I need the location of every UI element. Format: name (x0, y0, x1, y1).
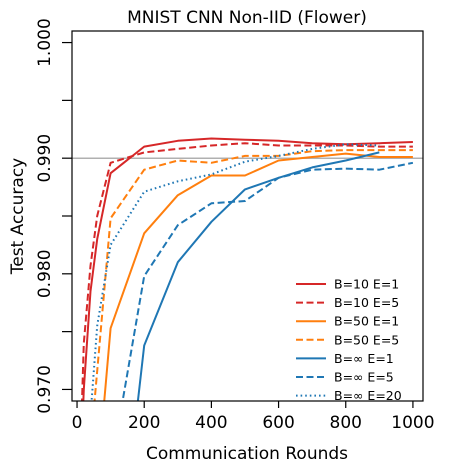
legend: B=10 E=1 B=10 E=5 B=50 E=1 B=50 E=5 B=∞ E=1 B… (296, 277, 402, 403)
series-line-3 (103, 152, 413, 401)
series-line-1 (82, 137, 413, 401)
x-tick-label: 800 (330, 413, 362, 433)
x-axis-label: Communication Rounds (146, 444, 348, 464)
x-tick-label: 400 (195, 413, 227, 433)
x-axis: 0 200 400 600 800 1000 (72, 401, 435, 433)
series-line-2 (81, 142, 413, 401)
legend-label-6: B=∞ E=5 (334, 370, 394, 385)
y-axis-label: Test Accuracy (8, 158, 28, 276)
plot-area (72, 137, 423, 401)
legend-label-7: B=∞ E=20 (334, 388, 402, 403)
x-tick-label: 600 (262, 413, 294, 433)
series-group (72, 137, 423, 401)
chart-title: MNIST CNN Non-IID (Flower) (127, 8, 367, 28)
legend-label-4: B=50 E=5 (334, 332, 399, 347)
x-tick-label: 200 (128, 413, 160, 433)
x-tick-label: 1000 (391, 413, 434, 433)
legend-label-2: B=10 E=5 (334, 295, 399, 310)
y-tick-label: 1.000 (35, 18, 55, 67)
legend-label-3: B=50 E=1 (334, 314, 399, 329)
y-tick-label: 0.970 (35, 365, 55, 414)
series-line-4 (93, 149, 413, 401)
y-tick-label: 0.980 (35, 249, 55, 298)
y-axis: 0.970 0.980 0.990 1.000 (35, 18, 72, 414)
legend-label-5: B=∞ E=1 (334, 351, 394, 366)
y-tick-label: 0.990 (35, 134, 55, 183)
x-tick-label: 0 (72, 413, 83, 433)
series-line-5 (136, 151, 380, 401)
legend-label-1: B=10 E=1 (334, 277, 399, 292)
series-line-6 (121, 161, 414, 401)
